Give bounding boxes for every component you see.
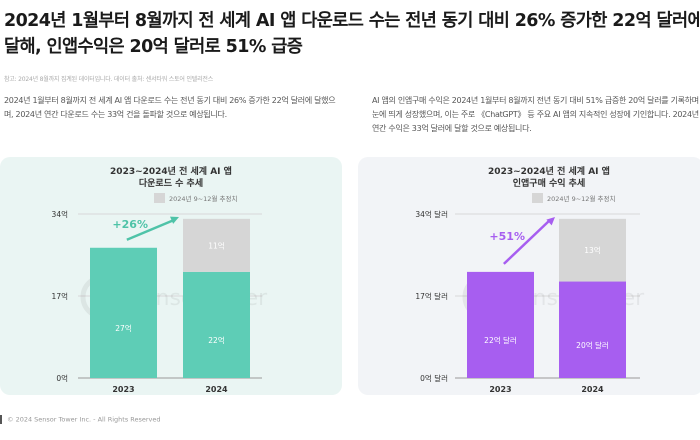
legend-swatch	[532, 193, 543, 203]
legend-swatch	[154, 193, 165, 203]
bar-data-label: 13억	[584, 246, 600, 255]
bar-2024-segment-1	[559, 218, 626, 282]
source-note: 참고: 2024년 8월까지 집계된 데이터입니다. 데이터 출처: 센서타워 …	[4, 76, 214, 83]
footer: © 2024 Sensor Tower Inc. - All Rights Re…	[0, 415, 161, 424]
growth-annotation: +26%	[112, 218, 148, 231]
downloads-description: 2024년 1월부터 8월까지 전 세계 AI 앱 다운로드 수는 전년 동기 …	[4, 96, 336, 119]
y-tick-label: 17억	[52, 292, 68, 301]
legend-label: 2024년 9~12월 추정치	[169, 194, 237, 203]
chart-title: 2023~2024년 전 세계 AI 앱	[110, 165, 232, 177]
bar-2023-segment-0	[90, 247, 157, 378]
y-tick-label: 0억	[56, 374, 68, 383]
bar-data-label: 20억 달러	[576, 341, 609, 350]
bar-2024-segment-1	[183, 218, 250, 272]
growth-annotation: +51%	[489, 230, 525, 243]
y-tick-label: 34억 달러	[415, 210, 448, 219]
bar-data-label: 11억	[208, 241, 224, 250]
growth-arrow-line	[126, 218, 175, 241]
growth-arrow-line	[502, 219, 551, 265]
y-tick-label: 17억 달러	[415, 292, 448, 301]
y-tick-label: 34억	[52, 210, 68, 219]
bar-2024-segment-0	[183, 271, 250, 378]
legend-label: 2024년 9~12월 추정치	[547, 194, 615, 203]
bar-data-label: 22억 달러	[484, 336, 517, 345]
bar-data-label: 27억	[115, 324, 131, 333]
x-tick-label: 2023	[489, 385, 511, 394]
footer-accent	[0, 415, 2, 424]
chart-title: 2023~2024년 전 세계 AI 앱	[488, 165, 610, 177]
page-title: 2024년 1월부터 8월까지 전 세계 AI 앱 다운로드 수는 전년 동기 …	[4, 11, 700, 57]
x-tick-label: 2024	[581, 385, 604, 394]
growth-arrow-head-icon	[546, 217, 555, 226]
x-tick-label: 2023	[112, 385, 134, 394]
copyright-text: © 2024 Sensor Tower Inc. - All Rights Re…	[7, 415, 161, 424]
chart-title: 다운로드 수 추세	[139, 177, 203, 189]
y-tick-label: 0억 달러	[420, 374, 448, 383]
growth-arrow-head-icon	[170, 216, 179, 224]
bar-2023-segment-0	[467, 271, 534, 378]
chart-title: 인앱구매 수익 추세	[513, 177, 586, 189]
downloads-chart-panel	[0, 157, 342, 395]
bar-data-label: 22억	[208, 336, 224, 345]
revenue-description: AI 앱의 인앱구매 수익은 2024년 1월부터 8월까지 전년 동기 대비 …	[372, 96, 699, 133]
x-tick-label: 2024	[205, 385, 228, 394]
bar-2024-segment-0	[559, 281, 626, 378]
